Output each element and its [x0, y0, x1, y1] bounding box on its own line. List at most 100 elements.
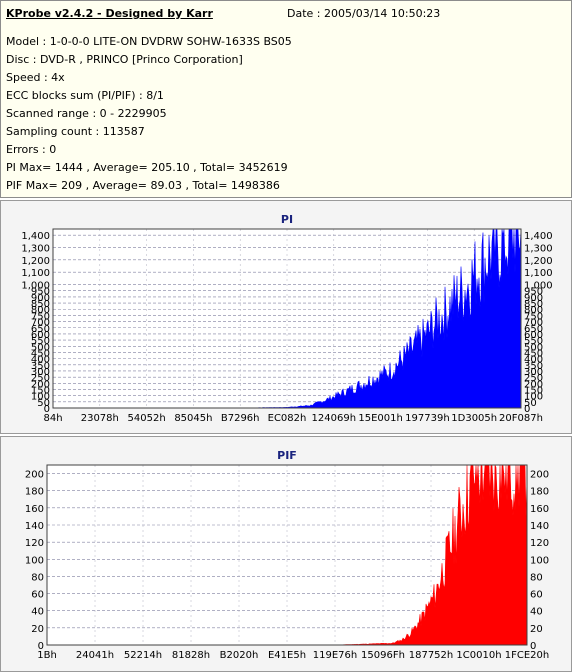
x-tick-label: EC082h	[268, 413, 307, 424]
x-tick-label: B7296h	[221, 413, 260, 424]
x-tick-label: 1Bh	[37, 650, 57, 661]
errors-line: Errors : 0	[6, 143, 57, 156]
y-tick-label-right: 100	[530, 555, 549, 566]
y-tick-label-right: 500	[524, 342, 543, 353]
y-tick-label-left: 60	[31, 590, 44, 601]
x-tick-label: 187752h	[409, 650, 454, 661]
y-tick-label-left: 950	[31, 287, 50, 298]
y-tick-label-left: 650	[31, 324, 50, 335]
y-tick-label-left: 80	[31, 572, 44, 583]
app-title: KProbe v2.4.2 - Designed by Karr	[6, 7, 213, 20]
y-tick-label-right: 300	[524, 367, 543, 378]
y-tick-label-right: 700	[524, 318, 543, 329]
y-tick-label-right: 450	[524, 348, 543, 359]
y-tick-label-left: 1,200	[21, 256, 50, 267]
pif-chart: PIF 0 0 20 20 40 40 60 60 80 80 100 100 120 120 140 140 1…	[25, 449, 549, 661]
y-tick-label-right: 120	[530, 538, 549, 549]
x-tick-label: 20F087h	[499, 413, 543, 424]
pi-summary-line: PI Max= 1444 , Average= 205.10 , Total= …	[6, 161, 288, 174]
y-tick-label-left: 140	[25, 521, 44, 532]
y-tick-label-left: 150	[31, 385, 50, 396]
y-tick-label-right: 180	[530, 487, 549, 498]
pif-chart-panel: PIF 0 0 20 20 40 40 60 60 80 80 100 100 120 120 140 140 1…	[0, 436, 572, 672]
x-tick-label: 15E001h	[358, 413, 402, 424]
y-tick-label-left: 0	[38, 641, 44, 652]
y-tick-label-right: 200	[524, 379, 543, 390]
y-tick-label-left: 40	[31, 607, 44, 618]
y-tick-label-left: 120	[25, 538, 44, 549]
y-tick-label-right: 1,000	[524, 281, 553, 292]
x-tick-label: 24041h	[76, 650, 114, 661]
pi-chart-panel: PI 0 0 50 50 100 100 150 150 200 200 250 250 300 300 35…	[0, 200, 572, 434]
y-tick-label-left: 400	[31, 355, 50, 366]
x-tick-label: 15096Fh	[361, 650, 405, 661]
model-line: Model : 1-0-0-0 LITE-ON DVDRW SOHW-1633S…	[6, 35, 292, 48]
x-tick-label: B2020h	[220, 650, 259, 661]
y-tick-label-left: 750	[31, 311, 50, 322]
y-tick-label-right: 150	[524, 385, 543, 396]
plot-frame	[52, 228, 522, 409]
ecc-blocks-line: ECC blocks sum (PI/PIF) : 8/1	[6, 89, 164, 102]
y-tick-label-left: 850	[31, 299, 50, 310]
plot-frame	[46, 464, 528, 646]
x-tick-label: 52214h	[124, 650, 162, 661]
y-tick-label-right: 140	[530, 521, 549, 532]
speed-line: Speed : 4x	[6, 71, 65, 84]
x-tick-label: 1D3005h	[451, 413, 497, 424]
scan-date: Date : 2005/03/14 10:50:23	[287, 7, 441, 20]
chart-title: PIF	[277, 449, 297, 462]
y-tick-label-right: 80	[530, 572, 543, 583]
y-tick-label-left: 600	[31, 330, 50, 341]
y-tick-label-left: 700	[31, 318, 50, 329]
x-tick-label: 119E76h	[313, 650, 357, 661]
y-tick-label-right: 400	[524, 355, 543, 366]
x-tick-label: 84h	[43, 413, 62, 424]
y-tick-label-right: 1,400	[524, 231, 553, 242]
y-tick-label-right: 900	[524, 293, 543, 304]
y-tick-label-left: 100	[31, 392, 50, 403]
x-tick-label: 54052h	[128, 413, 166, 424]
y-tick-label-left: 450	[31, 348, 50, 359]
x-tick-label: 85045h	[174, 413, 212, 424]
sampling-count-line: Sampling count : 113587	[6, 125, 145, 138]
x-tick-label: 1FCE20h	[505, 650, 549, 661]
y-tick-label-right: 1,200	[524, 256, 553, 267]
chart-title: PI	[281, 213, 293, 226]
y-tick-label-right: 1,100	[524, 268, 553, 279]
y-tick-label-right: 350	[524, 361, 543, 372]
x-tick-label: 81828h	[172, 650, 210, 661]
y-tick-label-left: 100	[25, 555, 44, 566]
y-tick-label-right: 50	[524, 398, 537, 409]
y-tick-label-left: 350	[31, 361, 50, 372]
y-tick-label-left: 900	[31, 293, 50, 304]
x-tick-label: 124069h	[312, 413, 357, 424]
x-tick-label: 23078h	[81, 413, 119, 424]
y-tick-label-left: 1,400	[21, 231, 50, 242]
y-tick-label-left: 1,100	[21, 268, 50, 279]
disc-line: Disc : DVD-R , PRINCO [Princo Corporatio…	[6, 53, 243, 66]
y-tick-label-left: 200	[31, 379, 50, 390]
y-tick-label-left: 200	[25, 470, 44, 481]
y-tick-label-left: 50	[37, 398, 50, 409]
y-tick-label-left: 500	[31, 342, 50, 353]
y-tick-label-right: 20	[530, 624, 543, 635]
y-tick-label-left: 0	[44, 404, 50, 415]
y-tick-label-right: 160	[530, 504, 549, 515]
y-tick-label-right: 550	[524, 336, 543, 347]
pif-summary-line: PIF Max= 209 , Average= 89.03 , Total= 1…	[6, 179, 280, 192]
x-tick-label: E41E5h	[268, 650, 306, 661]
y-tick-label-left: 800	[31, 305, 50, 316]
y-tick-label-left: 300	[31, 367, 50, 378]
y-tick-label-left: 250	[31, 373, 50, 384]
y-tick-label-left: 1,300	[21, 244, 50, 255]
y-tick-label-left: 20	[31, 624, 44, 635]
summary-panel: KProbe v2.4.2 - Designed by Karr Date : …	[0, 0, 572, 198]
x-tick-label: 197739h	[405, 413, 450, 424]
y-tick-label-right: 650	[524, 324, 543, 335]
y-tick-label-right: 750	[524, 311, 543, 322]
y-tick-label-right: 40	[530, 607, 543, 618]
y-tick-label-left: 550	[31, 336, 50, 347]
y-tick-label-right: 60	[530, 590, 543, 601]
y-tick-label-right: 200	[530, 470, 549, 481]
